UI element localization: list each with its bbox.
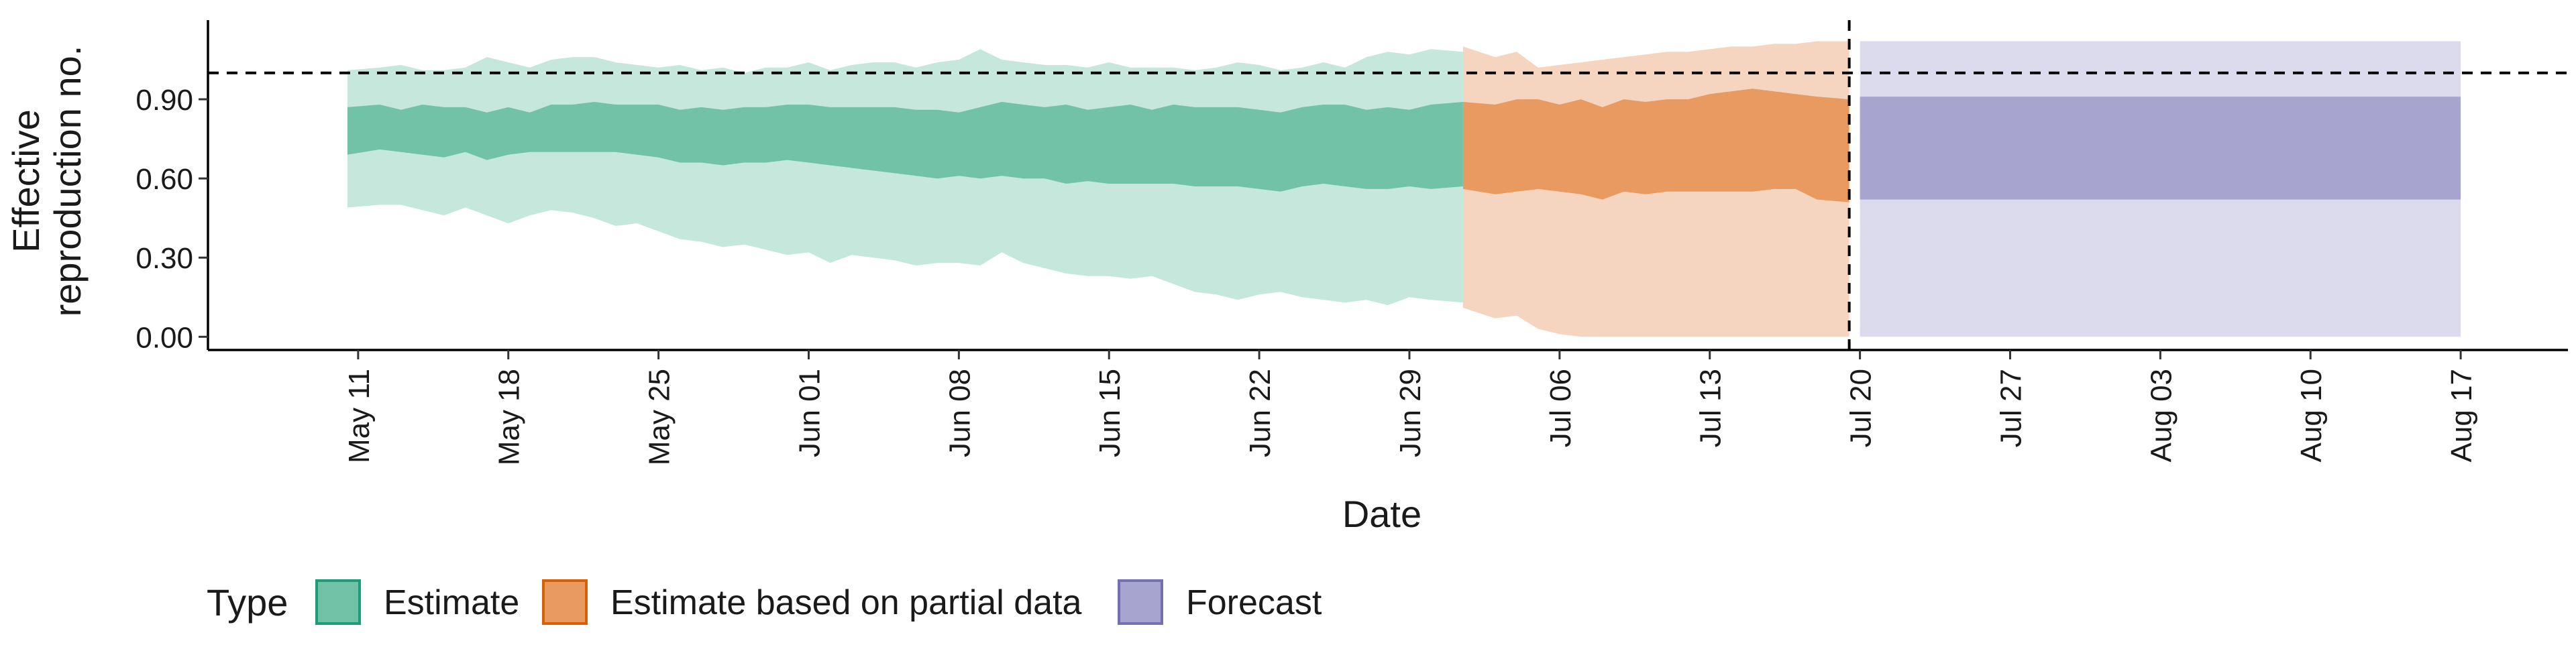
y-axis-title-line-2: reproduction no. [46, 46, 89, 317]
legend: Type Estimate Estimate based on partial … [207, 579, 1322, 625]
x-tick-label: Jul 20 [1845, 369, 1878, 447]
band-50-forecast [1860, 97, 2461, 200]
x-tick-label: Jun 29 [1394, 369, 1427, 457]
bands-layer [347, 41, 2461, 337]
legend-label-forecast: Forecast [1186, 583, 1322, 622]
x-tick-label: Jul 27 [1995, 369, 2028, 447]
x-tick-label: May 18 [493, 369, 526, 465]
legend-title: Type [207, 581, 288, 624]
x-tick-label: Aug 17 [2445, 369, 2478, 462]
legend-label-partial: Estimate based on partial data [610, 583, 1082, 622]
x-tick-label: Jun 08 [943, 369, 976, 457]
y-tick-label: 0.30 [136, 242, 193, 275]
band-50-estimate [347, 102, 1463, 192]
y-tick-label: 0.00 [136, 321, 193, 354]
legend-key-forecast [1118, 579, 1163, 625]
x-tick-label: May 25 [643, 369, 676, 465]
x-tick-label: Jun 01 [794, 369, 826, 457]
x-tick-label: Jul 06 [1544, 369, 1577, 447]
x-tick-label: Jun 22 [1244, 369, 1277, 457]
x-tick-label: Aug 03 [2145, 369, 2178, 462]
axes: 0.00 0.30 0.60 0.90 May 11 May 18 May 25 Jun 01… [136, 20, 2568, 465]
y-tick-label: 0.90 [136, 84, 193, 117]
band-50-estimate-based-on-partial-data [1462, 89, 1849, 202]
x-axis-title: Date [1342, 493, 1421, 535]
x-tick-label: Jul 13 [1695, 369, 1727, 447]
y-axis-title-line-1: Effective [5, 109, 47, 253]
x-tick-label: Aug 10 [2295, 369, 2328, 462]
legend-label-estimate: Estimate [384, 583, 519, 622]
y-tick-label: 0.60 [136, 163, 193, 196]
x-tick-label: May 11 [343, 369, 376, 463]
x-tick-label: Jun 15 [1093, 369, 1126, 457]
legend-key-partial [542, 579, 588, 625]
legend-key-estimate [315, 579, 361, 625]
